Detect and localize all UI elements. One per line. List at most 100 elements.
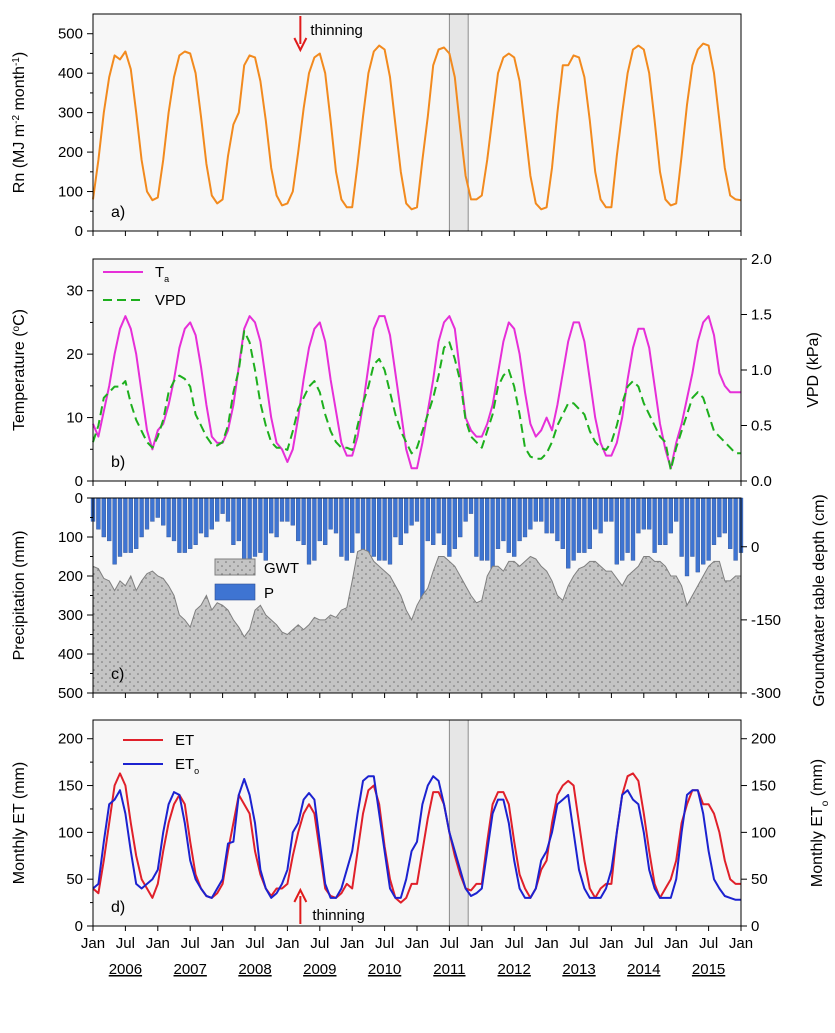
plot-area-4	[93, 720, 741, 926]
y-tick-label: 400	[58, 65, 83, 82]
ylabel-temperature: Temperature (oC)	[11, 309, 29, 431]
precip-bar	[441, 497, 447, 545]
precip-bar	[101, 497, 106, 538]
y2label-eto: Monthly ETo (mm)	[809, 759, 831, 887]
year-label: 2011	[433, 961, 465, 978]
y-tick-label: 200	[58, 731, 83, 748]
precip-bar	[220, 497, 225, 514]
legend-gwt-label: GWT	[264, 560, 299, 577]
precip-bar	[123, 497, 128, 553]
legend-gwt-swatch	[214, 558, 256, 576]
precip-bar	[182, 497, 187, 553]
year-label: 2008	[238, 961, 271, 978]
y2-tick-label: 50	[751, 871, 768, 888]
precip-bar	[134, 497, 139, 549]
precip-bar	[252, 497, 258, 557]
precip-bar	[198, 497, 204, 534]
precip-bar	[528, 497, 533, 530]
precip-bar	[711, 497, 717, 545]
plot-area-1	[93, 14, 741, 231]
precip-bar	[290, 497, 295, 526]
precip-bar	[296, 497, 301, 542]
precip-bar	[107, 497, 112, 542]
y-tick-label: 200	[58, 568, 83, 585]
precip-bar	[144, 497, 150, 530]
precip-bar	[231, 497, 236, 545]
precip-bar	[371, 497, 376, 557]
precip-bar	[193, 497, 198, 545]
y-tick-label: 20	[66, 346, 83, 363]
legend-vpd-label: VPD	[155, 292, 186, 309]
precip-bar	[155, 497, 160, 518]
precip-bar	[614, 497, 619, 565]
precip-bar	[501, 497, 506, 542]
x-tick-label: Jul	[310, 935, 329, 952]
y2-tick-label: 200	[751, 731, 776, 748]
legend-ta-label-part: T	[155, 264, 164, 281]
precip-bar	[263, 497, 268, 561]
x-tick-label: Jul	[440, 935, 459, 952]
x-tick-label: Jan	[211, 935, 235, 952]
legend-eto-label-part: ET	[175, 756, 194, 773]
precip-bar	[333, 497, 339, 534]
y2-tick-label: 2.0	[751, 251, 772, 268]
ylabel-rn-part: -2	[11, 115, 22, 124]
precip-bar	[652, 497, 657, 553]
x-tick-label: Jul	[375, 935, 394, 952]
y-tick-label: 50	[66, 871, 83, 888]
precip-bar	[647, 497, 652, 530]
x-tick-label: Jul	[245, 935, 264, 952]
x-tick-label: Jan	[729, 935, 753, 952]
panel-label: a)	[111, 204, 125, 221]
precip-bar	[468, 497, 474, 514]
precip-bar	[728, 497, 733, 549]
panel-label: b)	[111, 454, 125, 471]
y-tick-label: 100	[58, 824, 83, 841]
precip-bar	[274, 497, 279, 538]
thinning-annotation: thinning	[310, 22, 363, 39]
legend-ta-label: Ta	[155, 264, 169, 284]
precip-bar	[247, 497, 252, 565]
precip-bar	[706, 497, 711, 561]
legend-eto-label: ETo	[175, 756, 199, 776]
legend-vpd-label-part: VPD	[155, 292, 186, 309]
ylabel-rn-part: month	[11, 66, 28, 115]
ylabel-rn-part: -1	[11, 57, 22, 66]
precip-bar	[258, 497, 263, 553]
precip-bar	[576, 497, 582, 553]
y-tick-label: 100	[58, 184, 83, 201]
precip-bar	[701, 497, 706, 565]
ylabel-temperature-part: C)	[11, 309, 28, 326]
precip-bar	[285, 497, 290, 522]
precip-bar	[279, 497, 285, 522]
y2-tick-label: 150	[751, 778, 776, 795]
ylabel-temperature-part: o	[11, 325, 22, 331]
precip-bar	[177, 497, 182, 553]
precip-bar	[549, 497, 555, 534]
y-tick-label: 10	[66, 410, 83, 427]
precip-bar	[571, 497, 576, 561]
y2label-eto-part: (mm)	[809, 759, 826, 801]
y2-tick-label: -150	[751, 612, 781, 629]
ylabel-et: Monthly ET (mm)	[11, 762, 28, 884]
precip-bar	[674, 497, 679, 522]
year-label: 2015	[692, 961, 725, 978]
precip-bar	[96, 497, 101, 530]
series-line-rn	[92, 42, 742, 211]
y-tick-label: 300	[58, 607, 83, 624]
precip-bar	[112, 497, 117, 565]
precip-bar	[209, 497, 214, 530]
precip-bar	[166, 497, 171, 538]
y2-tick-label: 1.0	[751, 362, 772, 379]
precip-bar	[242, 497, 247, 561]
x-tick-label: Jul	[634, 935, 653, 952]
precip-bar	[636, 497, 641, 534]
y-tick-label: 500	[58, 685, 83, 702]
precip-bar	[171, 497, 177, 542]
precip-bar	[733, 497, 738, 561]
y-tick-label: 300	[58, 105, 83, 122]
precip-bar	[150, 497, 155, 522]
precip-bar	[533, 497, 538, 522]
y2label-eto-part: Monthly ET	[809, 806, 826, 887]
precip-bar	[225, 497, 231, 522]
